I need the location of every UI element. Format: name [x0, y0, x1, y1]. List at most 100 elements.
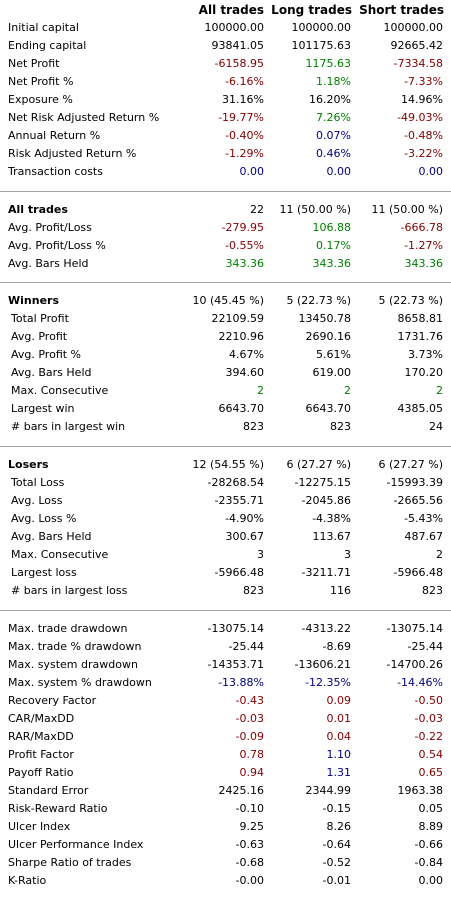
table-row: CAR/MaxDD -0.03 0.01 -0.03 [0, 710, 451, 728]
table-row: # bars in largest win 823 823 24 [0, 418, 451, 436]
row-label: Avg. Loss % [11, 512, 77, 525]
row-label: Transaction costs [8, 165, 103, 178]
table-row: Standard Error 2425.16 2344.99 1963.38 [0, 782, 451, 800]
table-row: Avg. Loss % -4.90% -4.38% -5.43% [0, 510, 451, 528]
long-trades-value: -13606.21 [294, 658, 351, 671]
all-trades-value: -0.10 [235, 802, 264, 815]
table-row: Total Profit 22109.59 13450.78 8658.81 [0, 310, 451, 328]
row-label: Payoff Ratio [8, 766, 74, 779]
short-trades-value: -7.33% [404, 75, 443, 88]
short-trades-value: -5.43% [404, 512, 443, 525]
table-row: Profit Factor 0.78 1.10 0.54 [0, 746, 451, 764]
row-label: Max. Consecutive [11, 548, 109, 561]
all-trades-value: 9.25 [239, 820, 265, 833]
section-divider [0, 610, 451, 611]
row-label: # bars in largest loss [11, 584, 128, 597]
long-trades-value: -4.38% [312, 512, 351, 525]
header-short-trades: Short trades [359, 3, 444, 17]
short-trades-value: 3.73% [408, 348, 443, 361]
all-trades-value: -0.55% [225, 239, 264, 252]
row-label: Initial capital [8, 21, 79, 34]
row-label: Risk Adjusted Return % [8, 147, 137, 160]
all-trades-value: 3 [257, 548, 264, 561]
all-trades-value: -13075.14 [207, 622, 264, 635]
short-trades-value: 0.05 [418, 802, 444, 815]
all-trades-value: 823 [243, 420, 264, 433]
all-trades-value: 6643.70 [218, 402, 265, 415]
row-label: Max. trade % drawdown [8, 640, 142, 653]
long-trades-value: 619.00 [312, 366, 352, 379]
long-trades-value: -0.15 [322, 802, 351, 815]
row-label: Losers [8, 458, 49, 471]
long-trades-value: 0.09 [326, 694, 352, 707]
all-trades-value: -2355.71 [214, 494, 264, 507]
table-row: Recovery Factor -0.43 0.09 -0.50 [0, 692, 451, 710]
all-trades-value: -6.16% [225, 75, 264, 88]
long-trades-value: 7.26% [316, 111, 351, 124]
row-label: # bars in largest win [11, 420, 126, 433]
column-headers: All trades Long trades Short trades [0, 1, 451, 19]
table-row: Largest win 6643.70 6643.70 4385.05 [0, 400, 451, 418]
all-trades-value: -14353.71 [207, 658, 264, 671]
row-label: Total Profit [11, 312, 69, 325]
all-trades-value: -0.68 [235, 856, 264, 869]
table-row: Max. Consecutive 2 2 2 [0, 382, 451, 400]
all-trades-value: -1.29% [225, 147, 264, 160]
table-row: Max. Consecutive 3 3 2 [0, 546, 451, 564]
table-row: Avg. Profit/Loss % -0.55% 0.17% -1.27% [0, 237, 451, 255]
long-trades-value: 8.26 [326, 820, 352, 833]
table-row: Avg. Profit/Loss -279.95 106.88 -666.78 [0, 219, 451, 237]
row-label: CAR/MaxDD [8, 712, 75, 725]
long-trades-value: 2690.16 [305, 330, 352, 343]
short-trades-value: -13075.14 [386, 622, 443, 635]
all-trades-value: -5966.48 [214, 566, 264, 579]
row-label: Avg. Bars Held [11, 366, 92, 379]
row-label: Risk-Reward Ratio [8, 802, 108, 815]
table-row: Sharpe Ratio of trades -0.68 -0.52 -0.84 [0, 854, 451, 872]
short-trades-value: 5 (22.73 %) [378, 294, 443, 307]
short-trades-value: 0.54 [418, 748, 444, 761]
table-row: Avg. Bars Held 394.60 619.00 170.20 [0, 364, 451, 382]
long-trades-value: 0.07% [316, 129, 351, 142]
table-row: Losers 12 (54.55 %) 6 (27.27 %) 6 (27.27 %) [0, 456, 451, 474]
short-trades-value: -0.03 [414, 712, 443, 725]
all-trades-value: 100000.00 [204, 21, 265, 34]
table-row: Avg. Profit 2210.96 2690.16 1731.76 [0, 328, 451, 346]
long-trades-value: 3 [344, 548, 351, 561]
all-trades-value: 0.00 [239, 165, 265, 178]
long-trades-value: 13450.78 [298, 312, 352, 325]
all-trades-value: -13.88% [218, 676, 264, 689]
long-trades-value: 1175.63 [305, 57, 352, 70]
long-trades-value: 5.61% [316, 348, 351, 361]
long-trades-value: -4313.22 [301, 622, 351, 635]
long-trades-value: 16.20% [309, 93, 351, 106]
all-trades-value: 2425.16 [218, 784, 265, 797]
long-trades-value: 100000.00 [291, 21, 352, 34]
all-trades-value: -0.09 [235, 730, 264, 743]
short-trades-value: -0.84 [414, 856, 443, 869]
short-trades-value: -666.78 [400, 221, 443, 234]
all-trades-value: -6158.95 [214, 57, 264, 70]
row-label: Net Profit [8, 57, 60, 70]
long-trades-value: 106.88 [312, 221, 352, 234]
long-trades-value: 116 [330, 584, 351, 597]
row-label: Ulcer Index [8, 820, 71, 833]
all-trades-value: 22 [250, 203, 264, 216]
table-row: Max. system % drawdown -13.88% -12.35% -14.… [0, 674, 451, 692]
table-row: Transaction costs 0.00 0.00 0.00 [0, 163, 451, 181]
all-trades-value: -4.90% [225, 512, 264, 525]
all-trades-value: -0.03 [235, 712, 264, 725]
table-row: Avg. Bars Held 343.36 343.36 343.36 [0, 255, 451, 273]
short-trades-value: -7334.58 [393, 57, 443, 70]
row-label: Profit Factor [8, 748, 74, 761]
short-trades-value: 1963.38 [397, 784, 444, 797]
row-label: Max. system drawdown [8, 658, 138, 671]
long-trades-value: 5 (22.73 %) [286, 294, 351, 307]
short-trades-value: -0.66 [414, 838, 443, 851]
table-row: Payoff Ratio 0.94 1.31 0.65 [0, 764, 451, 782]
all-trades-value: 93841.05 [211, 39, 265, 52]
row-label: Ending capital [8, 39, 87, 52]
long-trades-value: 2 [344, 384, 351, 397]
all-trades-value: 4.67% [229, 348, 264, 361]
